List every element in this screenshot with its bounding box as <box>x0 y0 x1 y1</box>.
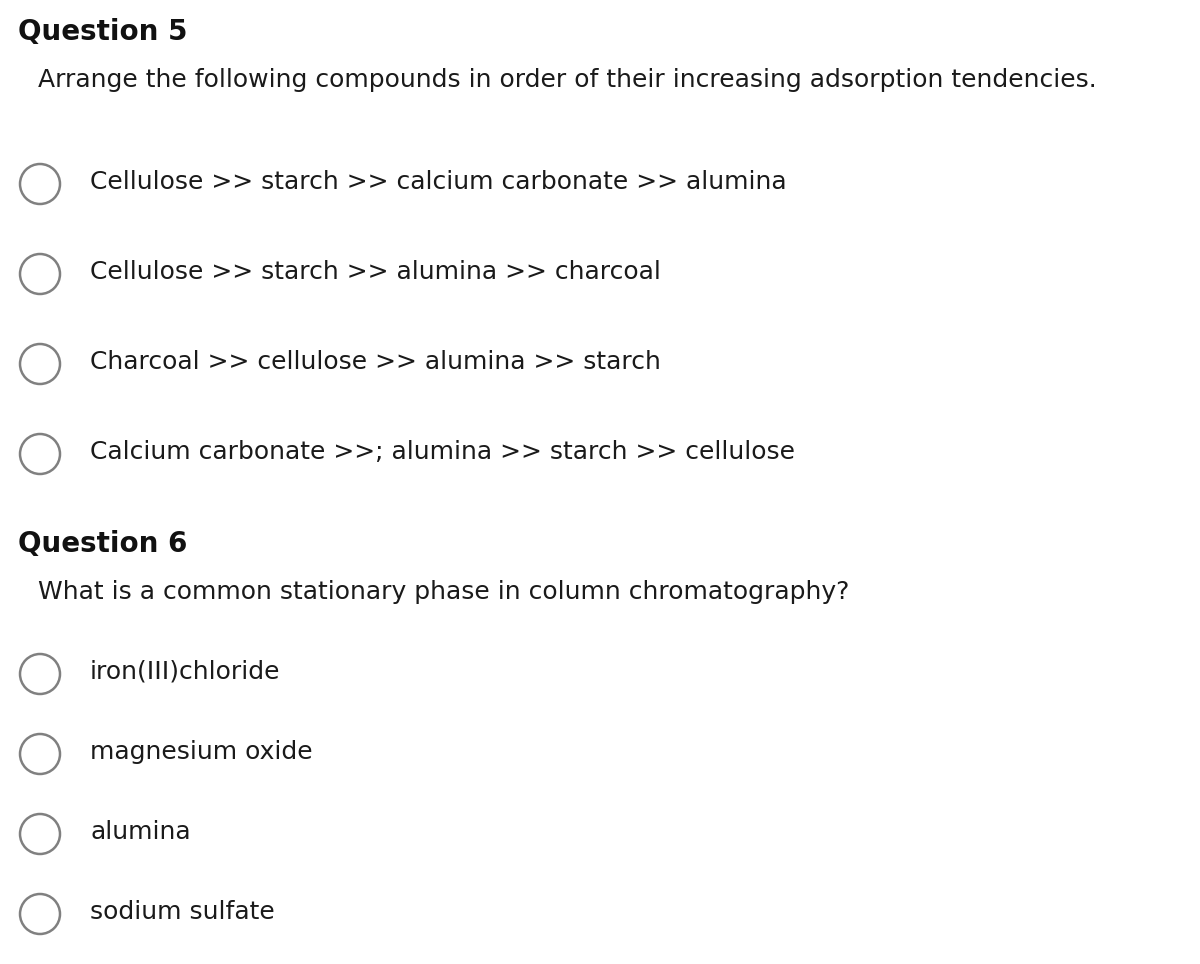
Text: Cellulose >> starch >> alumina >> charcoal: Cellulose >> starch >> alumina >> charco… <box>90 260 661 284</box>
Text: Cellulose >> starch >> calcium carbonate >> alumina: Cellulose >> starch >> calcium carbonate… <box>90 170 787 194</box>
Text: magnesium oxide: magnesium oxide <box>90 740 313 764</box>
Text: Charcoal >> cellulose >> alumina >> starch: Charcoal >> cellulose >> alumina >> star… <box>90 350 661 374</box>
Text: Arrange the following compounds in order of their increasing adsorption tendenci: Arrange the following compounds in order… <box>38 68 1097 92</box>
Text: iron(III)chloride: iron(III)chloride <box>90 660 281 684</box>
Text: Calcium carbonate >>; alumina >> starch >> cellulose: Calcium carbonate >>; alumina >> starch … <box>90 440 796 464</box>
Text: Question 6: Question 6 <box>18 530 187 558</box>
Text: What is a common stationary phase in column chromatography?: What is a common stationary phase in col… <box>38 580 850 604</box>
Text: sodium sulfate: sodium sulfate <box>90 900 275 924</box>
Text: Question 5: Question 5 <box>18 18 187 46</box>
Text: alumina: alumina <box>90 820 191 844</box>
